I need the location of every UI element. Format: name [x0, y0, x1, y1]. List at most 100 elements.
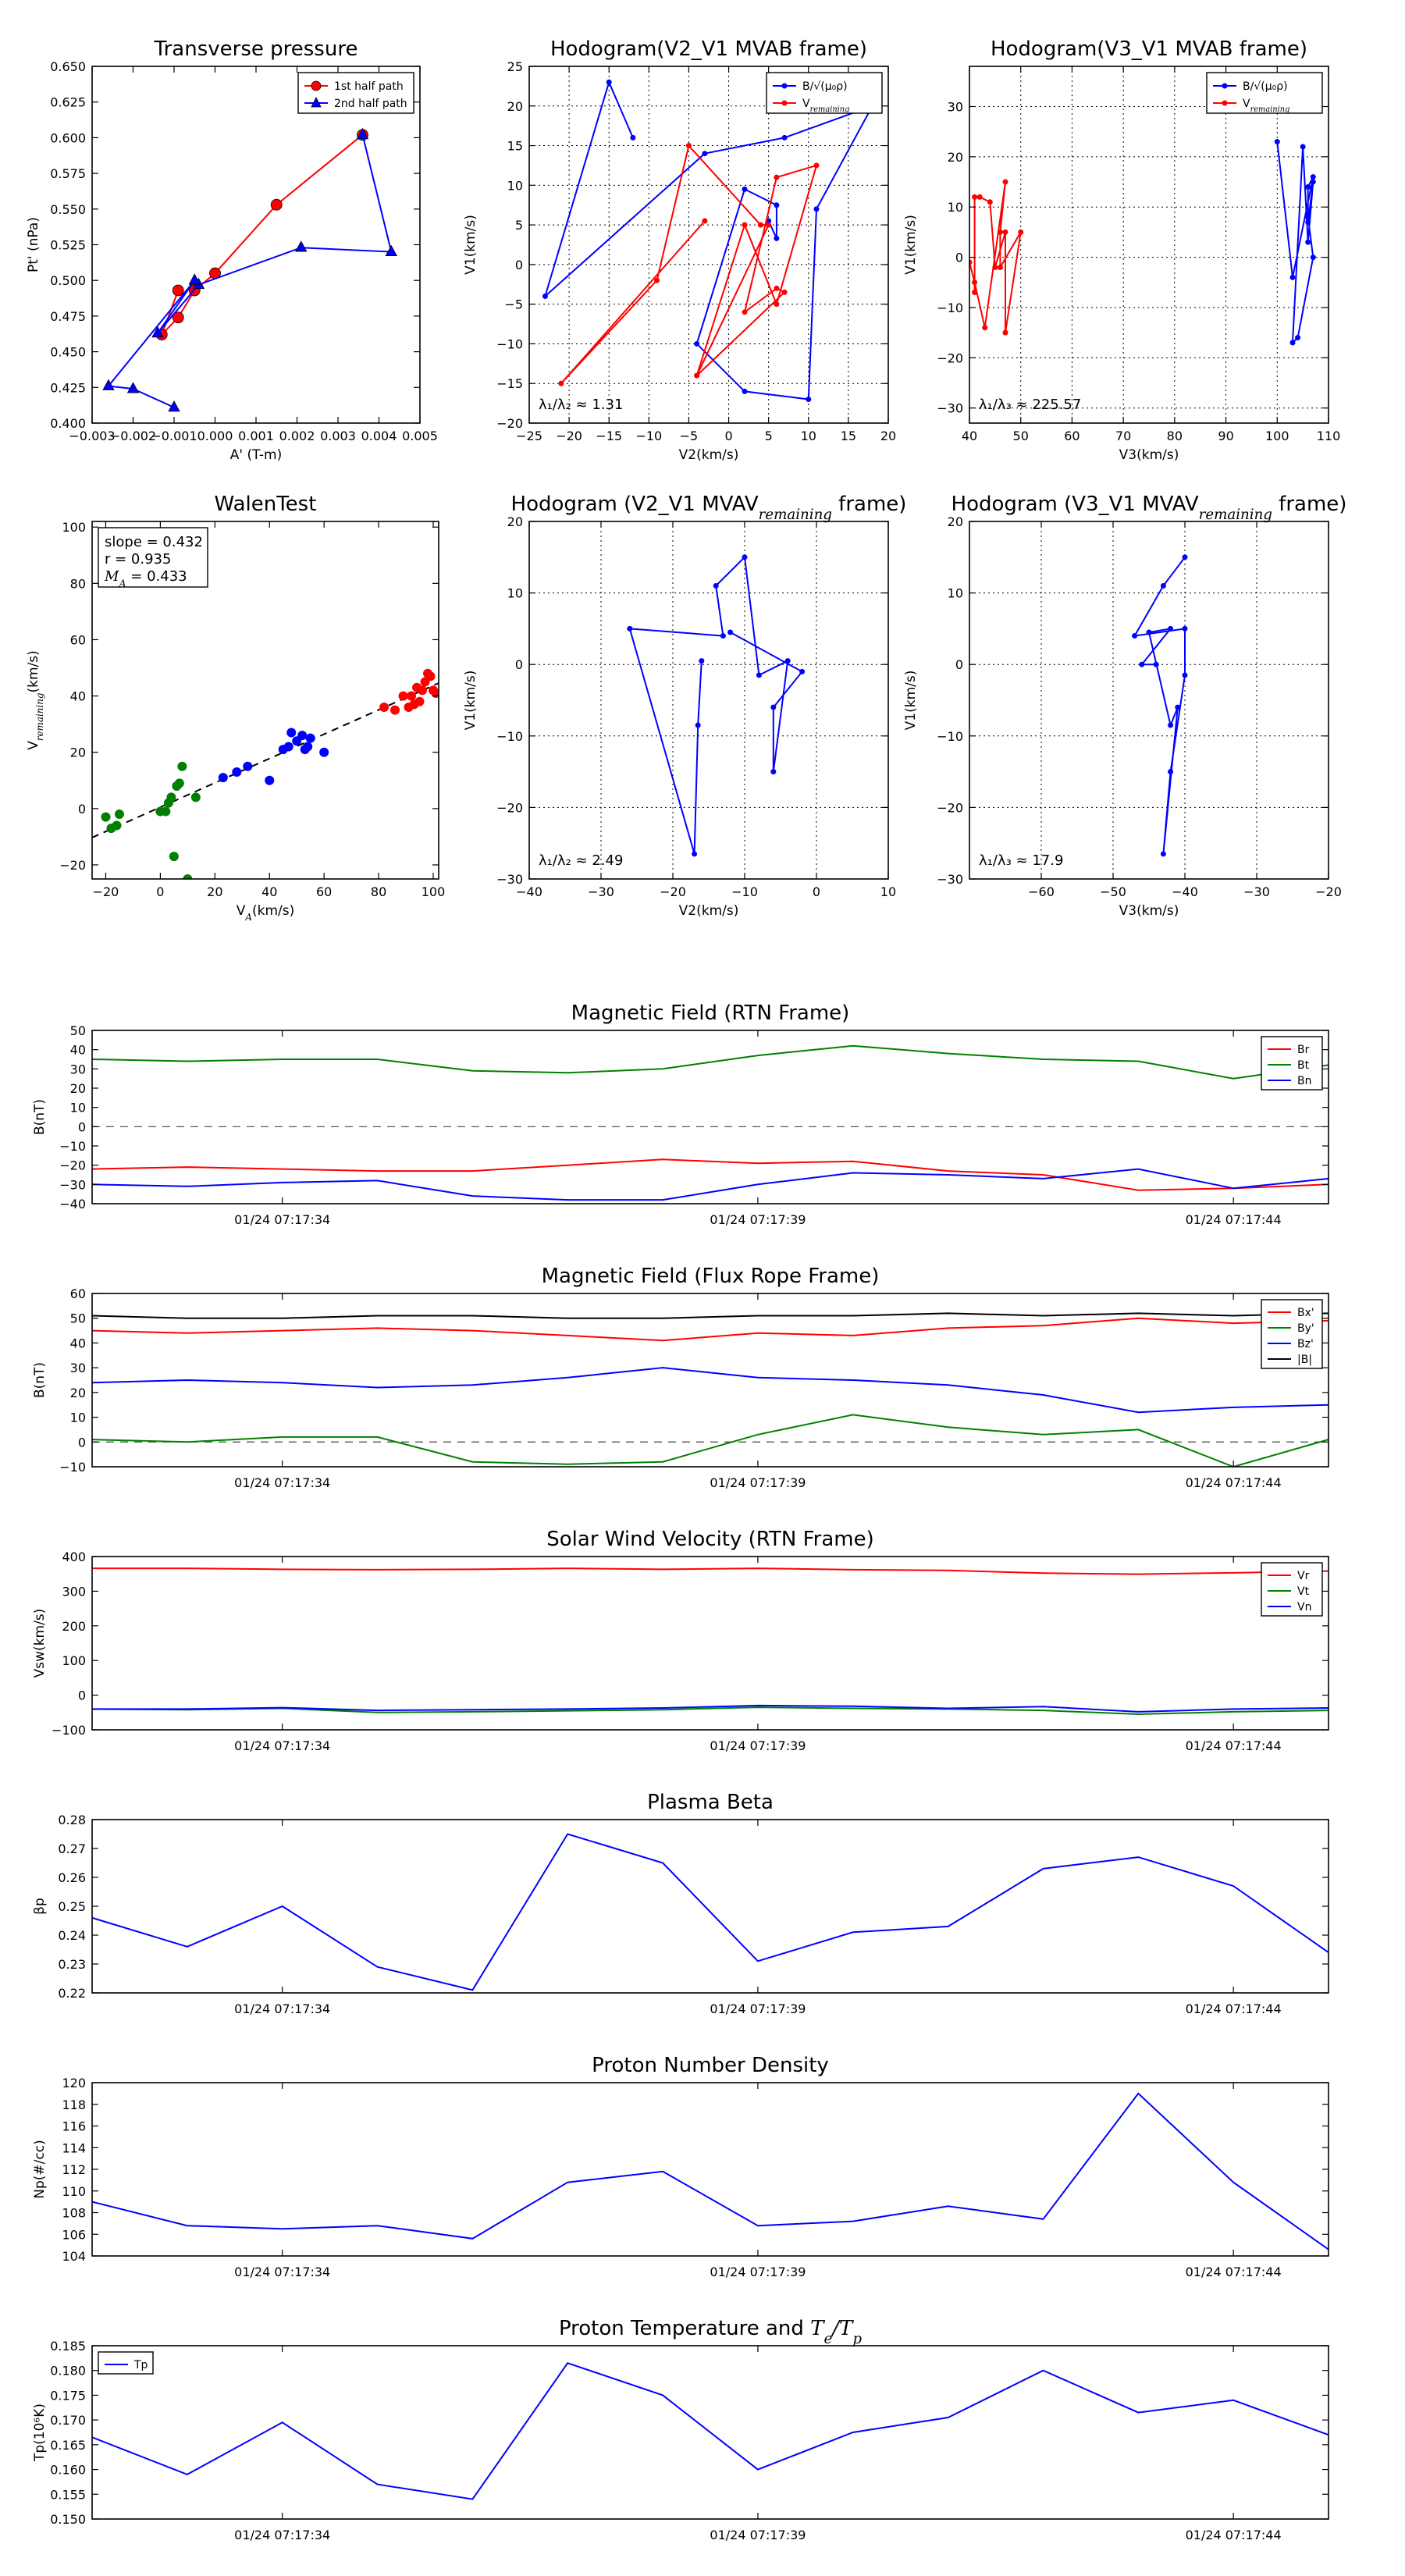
x-tick-label: 20 [880, 429, 896, 443]
legend-marker [311, 80, 322, 91]
axes-frame [969, 66, 1329, 424]
y-tick-label: −5 [504, 297, 523, 312]
data-point [972, 279, 978, 286]
y-tick-label: 0.500 [50, 273, 86, 288]
data-point [1310, 254, 1316, 261]
x-axis-label: V3(km/s) [1119, 903, 1179, 919]
x-tick-label: 01/24 07:17:44 [1186, 2528, 1282, 2542]
stats-line: slope = 0.432 [105, 534, 203, 550]
data-point [976, 194, 983, 200]
data-point [283, 742, 293, 752]
y-tick-label: 0.180 [50, 2364, 86, 2379]
y-tick-label: 30 [70, 1361, 86, 1375]
data-point [1305, 219, 1311, 226]
y-tick-label: 10 [507, 178, 523, 193]
chart-title: Hodogram(V3_V1 MVAB frame) [991, 37, 1307, 61]
data-point [379, 703, 389, 713]
x-tick-label: 10 [880, 884, 896, 899]
series-bt-line [92, 1044, 1329, 1080]
y-axis-label: B(nT) [32, 1099, 48, 1135]
y-tick-label: 114 [62, 2140, 86, 2155]
y-tick-label: 0.625 [50, 95, 86, 110]
data-point [174, 778, 184, 788]
data-point [112, 820, 122, 831]
legend-marker [311, 97, 322, 108]
y-tick-label: 0 [955, 657, 963, 672]
x-tick-label: 10 [801, 429, 816, 443]
data-point [992, 264, 998, 270]
legend-box [1261, 1299, 1323, 1369]
data-point [418, 685, 428, 696]
data-point [295, 240, 308, 252]
y-tick-label: 40 [70, 1043, 86, 1058]
y-tick-label: 0.28 [58, 1813, 86, 1827]
y-tick-label: 20 [70, 1386, 86, 1400]
y-tick-label: 0 [515, 258, 523, 272]
data-point [102, 379, 115, 390]
data-point [702, 218, 708, 224]
data-point [702, 151, 708, 157]
plot-area [92, 2092, 1329, 2250]
y-tick-label: 0.400 [50, 416, 86, 431]
y-tick-label: 0 [78, 1435, 86, 1450]
legend-label: Vn [1297, 1601, 1311, 1614]
data-point [630, 134, 636, 141]
x-tick-label: 0.000 [197, 429, 233, 443]
x-tick-label: −40 [1172, 884, 1198, 899]
plot-area [1132, 554, 1188, 857]
data-point [151, 326, 164, 338]
y-tick-label: 0.24 [58, 1928, 86, 1943]
x-tick-label: −20 [660, 884, 686, 899]
data-point [774, 235, 780, 241]
axes-frame [91, 1819, 1329, 1994]
x-tick-label: 01/24 07:17:34 [234, 2528, 330, 2542]
hodogram-v3-v1-mvav-chart: Hodogram (V3_V1 MVAVremaining frame) −30 −… [903, 493, 1346, 919]
y-tick-label: −15 [496, 376, 523, 391]
series-br-line [92, 1158, 1329, 1191]
plot-area [92, 1567, 1329, 1716]
eigenvalue-ratio-annotation: λ₁/λ₃ ≈ 17.9 [979, 852, 1063, 869]
y-tick-label: −100 [52, 1723, 86, 1738]
legend: Vr Vt Vn [1261, 1562, 1323, 1617]
data-point [1160, 851, 1166, 857]
x-tick-label: −20 [93, 884, 119, 899]
chart-title: Hodogram (V3_V1 MVAVremaining frame) [951, 493, 1347, 523]
x-tick-label: 0.005 [402, 429, 438, 443]
x-tick-label: 01/24 07:17:34 [234, 1212, 330, 1227]
x-tick-label: 01/24 07:17:39 [710, 2265, 806, 2279]
x-tick-label: −60 [1028, 884, 1055, 899]
chart-title: Magnetic Field (RTN Frame) [571, 1002, 850, 1025]
series-bz-line [92, 1367, 1329, 1414]
x-tick-label: 70 [1115, 429, 1131, 443]
y-tick-label: 400 [62, 1550, 86, 1564]
y-tick-label: 0.185 [50, 2339, 86, 2354]
data-point [770, 704, 777, 710]
data-point [1160, 582, 1166, 589]
series-b-line [92, 1312, 1329, 1319]
magnetic-field-rtn-chart: Magnetic Field (RTN Frame)−40−30−20−1001… [32, 1002, 1329, 1227]
x-tick-label: −10 [731, 884, 758, 899]
x-tick-label: 0 [724, 429, 732, 443]
y-tick-label: 300 [62, 1584, 86, 1599]
x-axis-label: VA(km/s) [237, 903, 295, 923]
x-tick-label: 100 [1265, 429, 1289, 443]
data-point [694, 340, 700, 347]
x-tick-label: 01/24 07:17:39 [710, 1738, 806, 1753]
x-tick-label: 01/24 07:17:44 [1186, 1212, 1282, 1227]
x-tick-label: 01/24 07:17:34 [234, 1475, 330, 1490]
x-tick-label: 0.001 [238, 429, 274, 443]
x-tick-label: 0 [156, 884, 164, 899]
data-point [319, 747, 329, 757]
data-point [757, 222, 763, 228]
x-tick-label: −40 [516, 884, 542, 899]
chart-title: Hodogram (V2_V1 MVAVremaining frame) [511, 493, 907, 523]
data-point [101, 812, 111, 822]
axes-frame [91, 1556, 1329, 1731]
x-tick-label: 50 [1013, 429, 1029, 443]
y-tick-label: 0.525 [50, 238, 86, 253]
legend-marker [781, 100, 788, 106]
y-tick-label: −30 [937, 401, 963, 416]
y-tick-label: −20 [496, 416, 523, 431]
x-tick-label: −0.003 [69, 429, 115, 443]
data-point [774, 202, 780, 208]
